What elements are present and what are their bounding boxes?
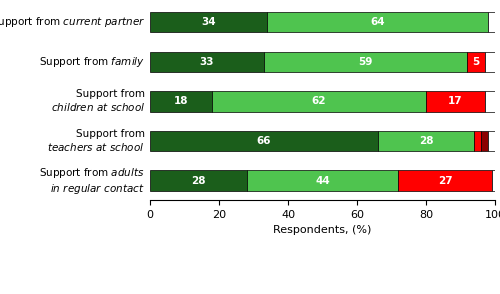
Bar (150, 91, 212, 112)
Text: Support from $\it{adults}$
$\it{in\ regular\ contact}$: Support from $\it{adults}$ $\it{in\ regu… (39, 166, 145, 196)
Bar (426, 91, 484, 112)
Text: 62: 62 (312, 96, 326, 106)
Text: Support from
$\it{teachers\ at\ school}$: Support from $\it{teachers\ at\ school}$ (48, 129, 145, 153)
Text: 59: 59 (358, 57, 373, 67)
Text: 5: 5 (472, 57, 480, 67)
Bar (150, 170, 246, 191)
Bar (246, 170, 398, 191)
Bar (484, 91, 495, 112)
Text: 33: 33 (200, 57, 214, 67)
Bar (398, 170, 492, 191)
Text: 28: 28 (191, 176, 206, 186)
Text: 18: 18 (174, 96, 188, 106)
X-axis label: Respondents, (%): Respondents, (%) (274, 225, 372, 235)
Bar (378, 131, 474, 151)
Text: 66: 66 (256, 136, 271, 146)
Bar (150, 12, 268, 33)
Text: 34: 34 (202, 17, 216, 27)
Bar (468, 51, 484, 72)
Text: Support from $\it{current\ partner}$: Support from $\it{current\ partner}$ (0, 15, 145, 29)
Text: Support from
$\it{children\ at\ school}$: Support from $\it{children\ at\ school}$ (50, 89, 145, 113)
Bar (484, 51, 495, 72)
Text: 28: 28 (419, 136, 433, 146)
Bar (212, 91, 426, 112)
Bar (492, 170, 495, 191)
Text: 27: 27 (438, 176, 452, 186)
Bar (268, 12, 488, 33)
Bar (150, 51, 264, 72)
Bar (488, 131, 495, 151)
Bar (488, 12, 495, 33)
Text: 17: 17 (448, 96, 462, 106)
Text: 64: 64 (370, 17, 385, 27)
Bar (264, 51, 468, 72)
Bar (150, 131, 378, 151)
Text: 44: 44 (315, 176, 330, 186)
Text: Support from $\it{family}$: Support from $\it{family}$ (38, 55, 145, 69)
Bar (481, 131, 488, 151)
Bar (474, 131, 481, 151)
